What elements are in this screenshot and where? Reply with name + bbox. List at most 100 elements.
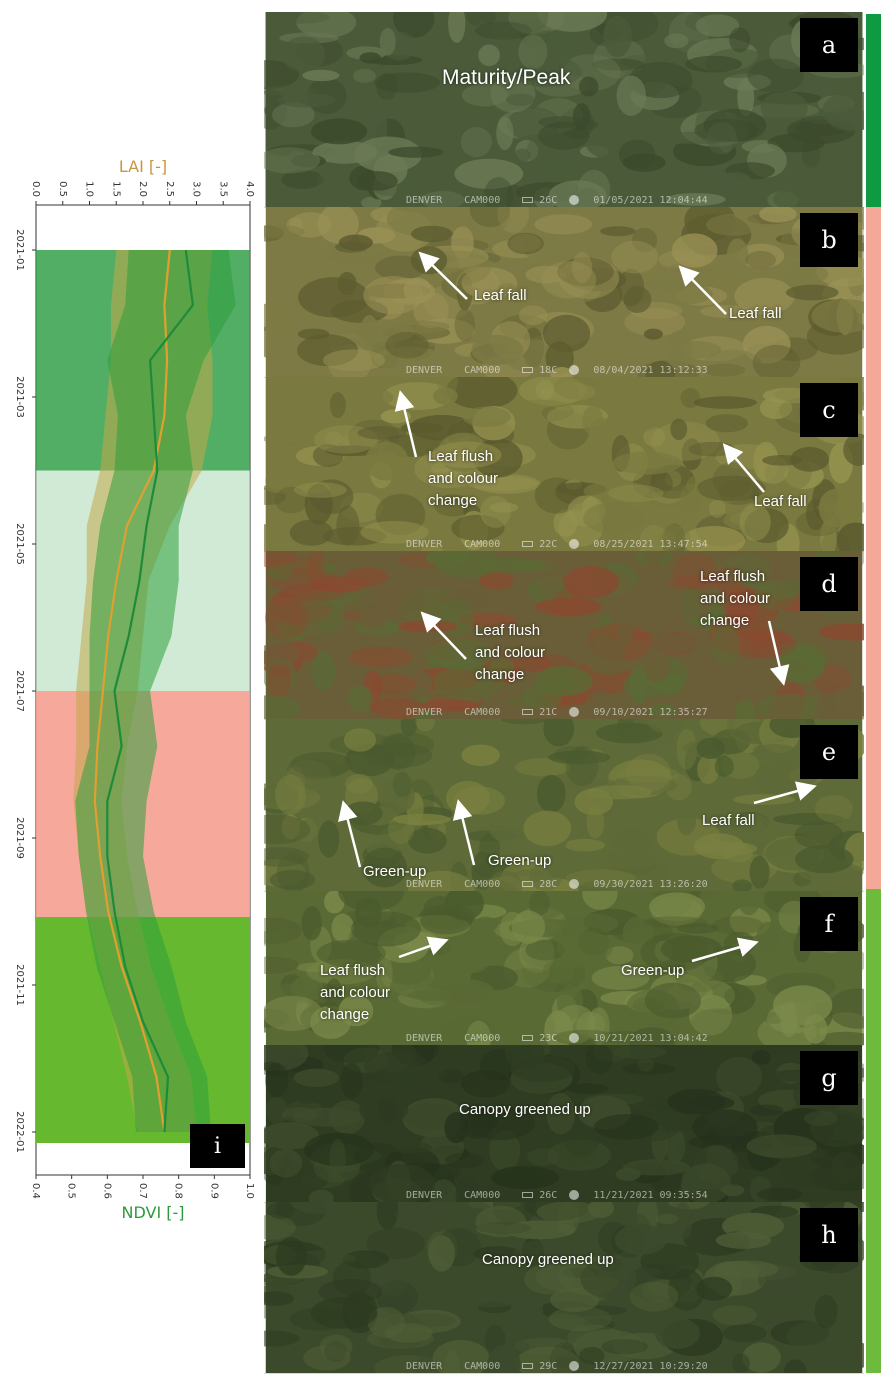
footer-site: DENVER	[406, 365, 443, 376]
time-tick-label: 2022-01	[14, 1111, 25, 1153]
annotation-leaf-flush: Leaf flush and colour change	[320, 962, 391, 1023]
time-tick-label: 2021-03	[14, 376, 25, 418]
ndvi-tick-label: 0.4	[30, 1183, 41, 1199]
photo-panel-e: Green-up Green-up Leaf fall e DENVER CAM0…	[264, 719, 864, 892]
battery-icon	[522, 1035, 534, 1041]
lai-axis-label: LAI [-]	[119, 157, 167, 176]
canopy-photo	[264, 1202, 864, 1373]
time-tick-label: 2021-01	[14, 229, 25, 271]
footer-temperature: 22C	[539, 539, 558, 550]
battery-icon	[522, 709, 534, 715]
time-tick-label: 2021-09	[14, 817, 25, 859]
footer-camera: CAM000	[464, 195, 501, 206]
ndvi-tick-label: 0.5	[66, 1183, 77, 1199]
moon-phase-icon	[569, 1190, 580, 1200]
camera-footer: DENVER CAM000 29C 12/27/2021 10:29:20	[406, 1360, 856, 1373]
panel-letter: a	[800, 18, 858, 72]
footer-site: DENVER	[406, 195, 443, 206]
panel-letter: h	[800, 1208, 858, 1262]
camera-footer: DENVER CAM000 28C 09/30/2021 13:26:20	[406, 878, 856, 891]
footer-temperature: 26C	[539, 1190, 558, 1201]
footer-datetime: 09/10/2021 12:35:27	[593, 707, 708, 718]
footer-camera: CAM000	[464, 879, 501, 890]
time-tick-label: 2021-11	[14, 964, 25, 1006]
panel-letter: d	[800, 557, 858, 611]
footer-site: DENVER	[406, 707, 443, 718]
lai-ndvi-chart: 0.0 0.5 1.0 1.5 2.0 2.5 3.0 3.5 4.0 LAI [-] 0.4 0.5…	[14, 157, 255, 1222]
camera-footer: DENVER CAM000 22C 08/25/2021 13:47:54	[406, 538, 856, 551]
footer-datetime: 10/21/2021 13:04:42	[593, 1033, 708, 1044]
canopy-photo	[264, 719, 864, 891]
annotation-leaf-flush: Leaf flush and colour change	[475, 622, 546, 683]
footer-temperature: 23C	[539, 1033, 558, 1044]
battery-icon	[522, 881, 534, 887]
panel-letter: g	[800, 1051, 858, 1105]
camera-footer: DENVER CAM000 23C 10/21/2021 13:04:42	[406, 1032, 856, 1045]
moon-phase-icon	[569, 1033, 580, 1043]
footer-datetime: 08/25/2021 13:47:54	[593, 539, 708, 550]
lai-tick-label: 2.0	[137, 181, 148, 197]
footer-datetime: 11/21/2021 09:35:54	[593, 1190, 708, 1201]
lai-tick-label: 0.5	[57, 181, 68, 197]
footer-camera: CAM000	[464, 539, 501, 550]
ndvi-tick-label: 1.0	[244, 1183, 255, 1199]
footer-datetime: 08/04/2021 13:12:33	[593, 365, 708, 376]
panel-letter: e	[800, 725, 858, 779]
moon-phase-icon	[569, 195, 580, 205]
canopy-photo	[264, 377, 864, 551]
lai-tick-label: 0.0	[30, 181, 41, 197]
season-bar-senescence	[866, 207, 881, 889]
photo-panel-f: Leaf flush and colour change Green-up f …	[264, 891, 864, 1046]
annotation-canopy-greened: Canopy greened up	[459, 1101, 591, 1118]
moon-phase-icon	[569, 365, 580, 375]
annotation-green-up: Green-up	[488, 852, 552, 869]
photo-panel-a: Maturity/Peak a DENVER CAM000 26C 01/05/202…	[264, 12, 864, 208]
ndvi-tick-label: 0.8	[173, 1183, 184, 1199]
moon-phase-icon	[569, 539, 580, 549]
panel-letter: c	[800, 383, 858, 437]
battery-icon	[522, 541, 534, 547]
canopy-photo	[264, 1045, 864, 1202]
canopy-photo	[264, 207, 864, 377]
lai-tick-label: 1.5	[110, 181, 121, 197]
footer-temperature: 21C	[539, 707, 558, 718]
season-bar-greenup	[866, 889, 881, 1373]
ndvi-axis-label: NDVI [-]	[121, 1203, 184, 1222]
camera-footer: DENVER CAM000 26C 11/21/2021 09:35:54	[406, 1189, 856, 1202]
ndvi-tick-label: 0.7	[137, 1183, 148, 1199]
moon-phase-icon	[569, 1361, 580, 1371]
time-tick-label: 2021-05	[14, 523, 25, 565]
time-tick-label: 2021-07	[14, 670, 25, 712]
panel-letter-box	[190, 1124, 245, 1168]
annotation-green-up: Green-up	[363, 863, 427, 880]
season-bar-maturity	[866, 14, 881, 207]
panel-letter: i	[214, 1134, 221, 1159]
battery-icon	[522, 1192, 534, 1198]
camera-footer: DENVER CAM000 18C 08/04/2021 13:12:33	[406, 364, 856, 377]
lai-tick-label: 1.0	[84, 181, 95, 197]
footer-site: DENVER	[406, 1033, 443, 1044]
footer-camera: CAM000	[464, 1190, 501, 1201]
footer-site: DENVER	[406, 1361, 443, 1372]
camera-footer: DENVER CAM000 21C 09/10/2021 12:35:27	[406, 706, 856, 719]
footer-datetime: 12/27/2021 10:29:20	[593, 1361, 708, 1372]
battery-icon	[522, 197, 534, 203]
footer-temperature: 18C	[539, 365, 558, 376]
footer-site: DENVER	[406, 539, 443, 550]
canopy-photo	[264, 551, 864, 719]
annotation-leaf-flush: Leaf flush and colour change	[700, 568, 771, 629]
annotation-canopy-greened: Canopy greened up	[482, 1251, 614, 1268]
photo-panel-g: Canopy greened up g DENVER CAM000 26C 11/21…	[264, 1045, 864, 1203]
ndvi-series-line	[106, 249, 195, 1133]
footer-temperature: 29C	[539, 1361, 558, 1372]
ndvi-tick-label: 0.6	[101, 1183, 112, 1199]
annotation-maturity-peak: Maturity/Peak	[442, 66, 571, 89]
footer-datetime: 09/30/2021 13:26:20	[593, 879, 708, 890]
annotation-leaf-fall: Leaf fall	[474, 287, 527, 304]
footer-site: DENVER	[406, 879, 443, 890]
ndvi-tick-label: 0.9	[208, 1183, 219, 1199]
battery-icon	[522, 1363, 534, 1369]
footer-datetime: 01/05/2021 12:04:44	[593, 195, 708, 206]
footer-camera: CAM000	[464, 1033, 501, 1044]
moon-phase-icon	[569, 879, 580, 889]
